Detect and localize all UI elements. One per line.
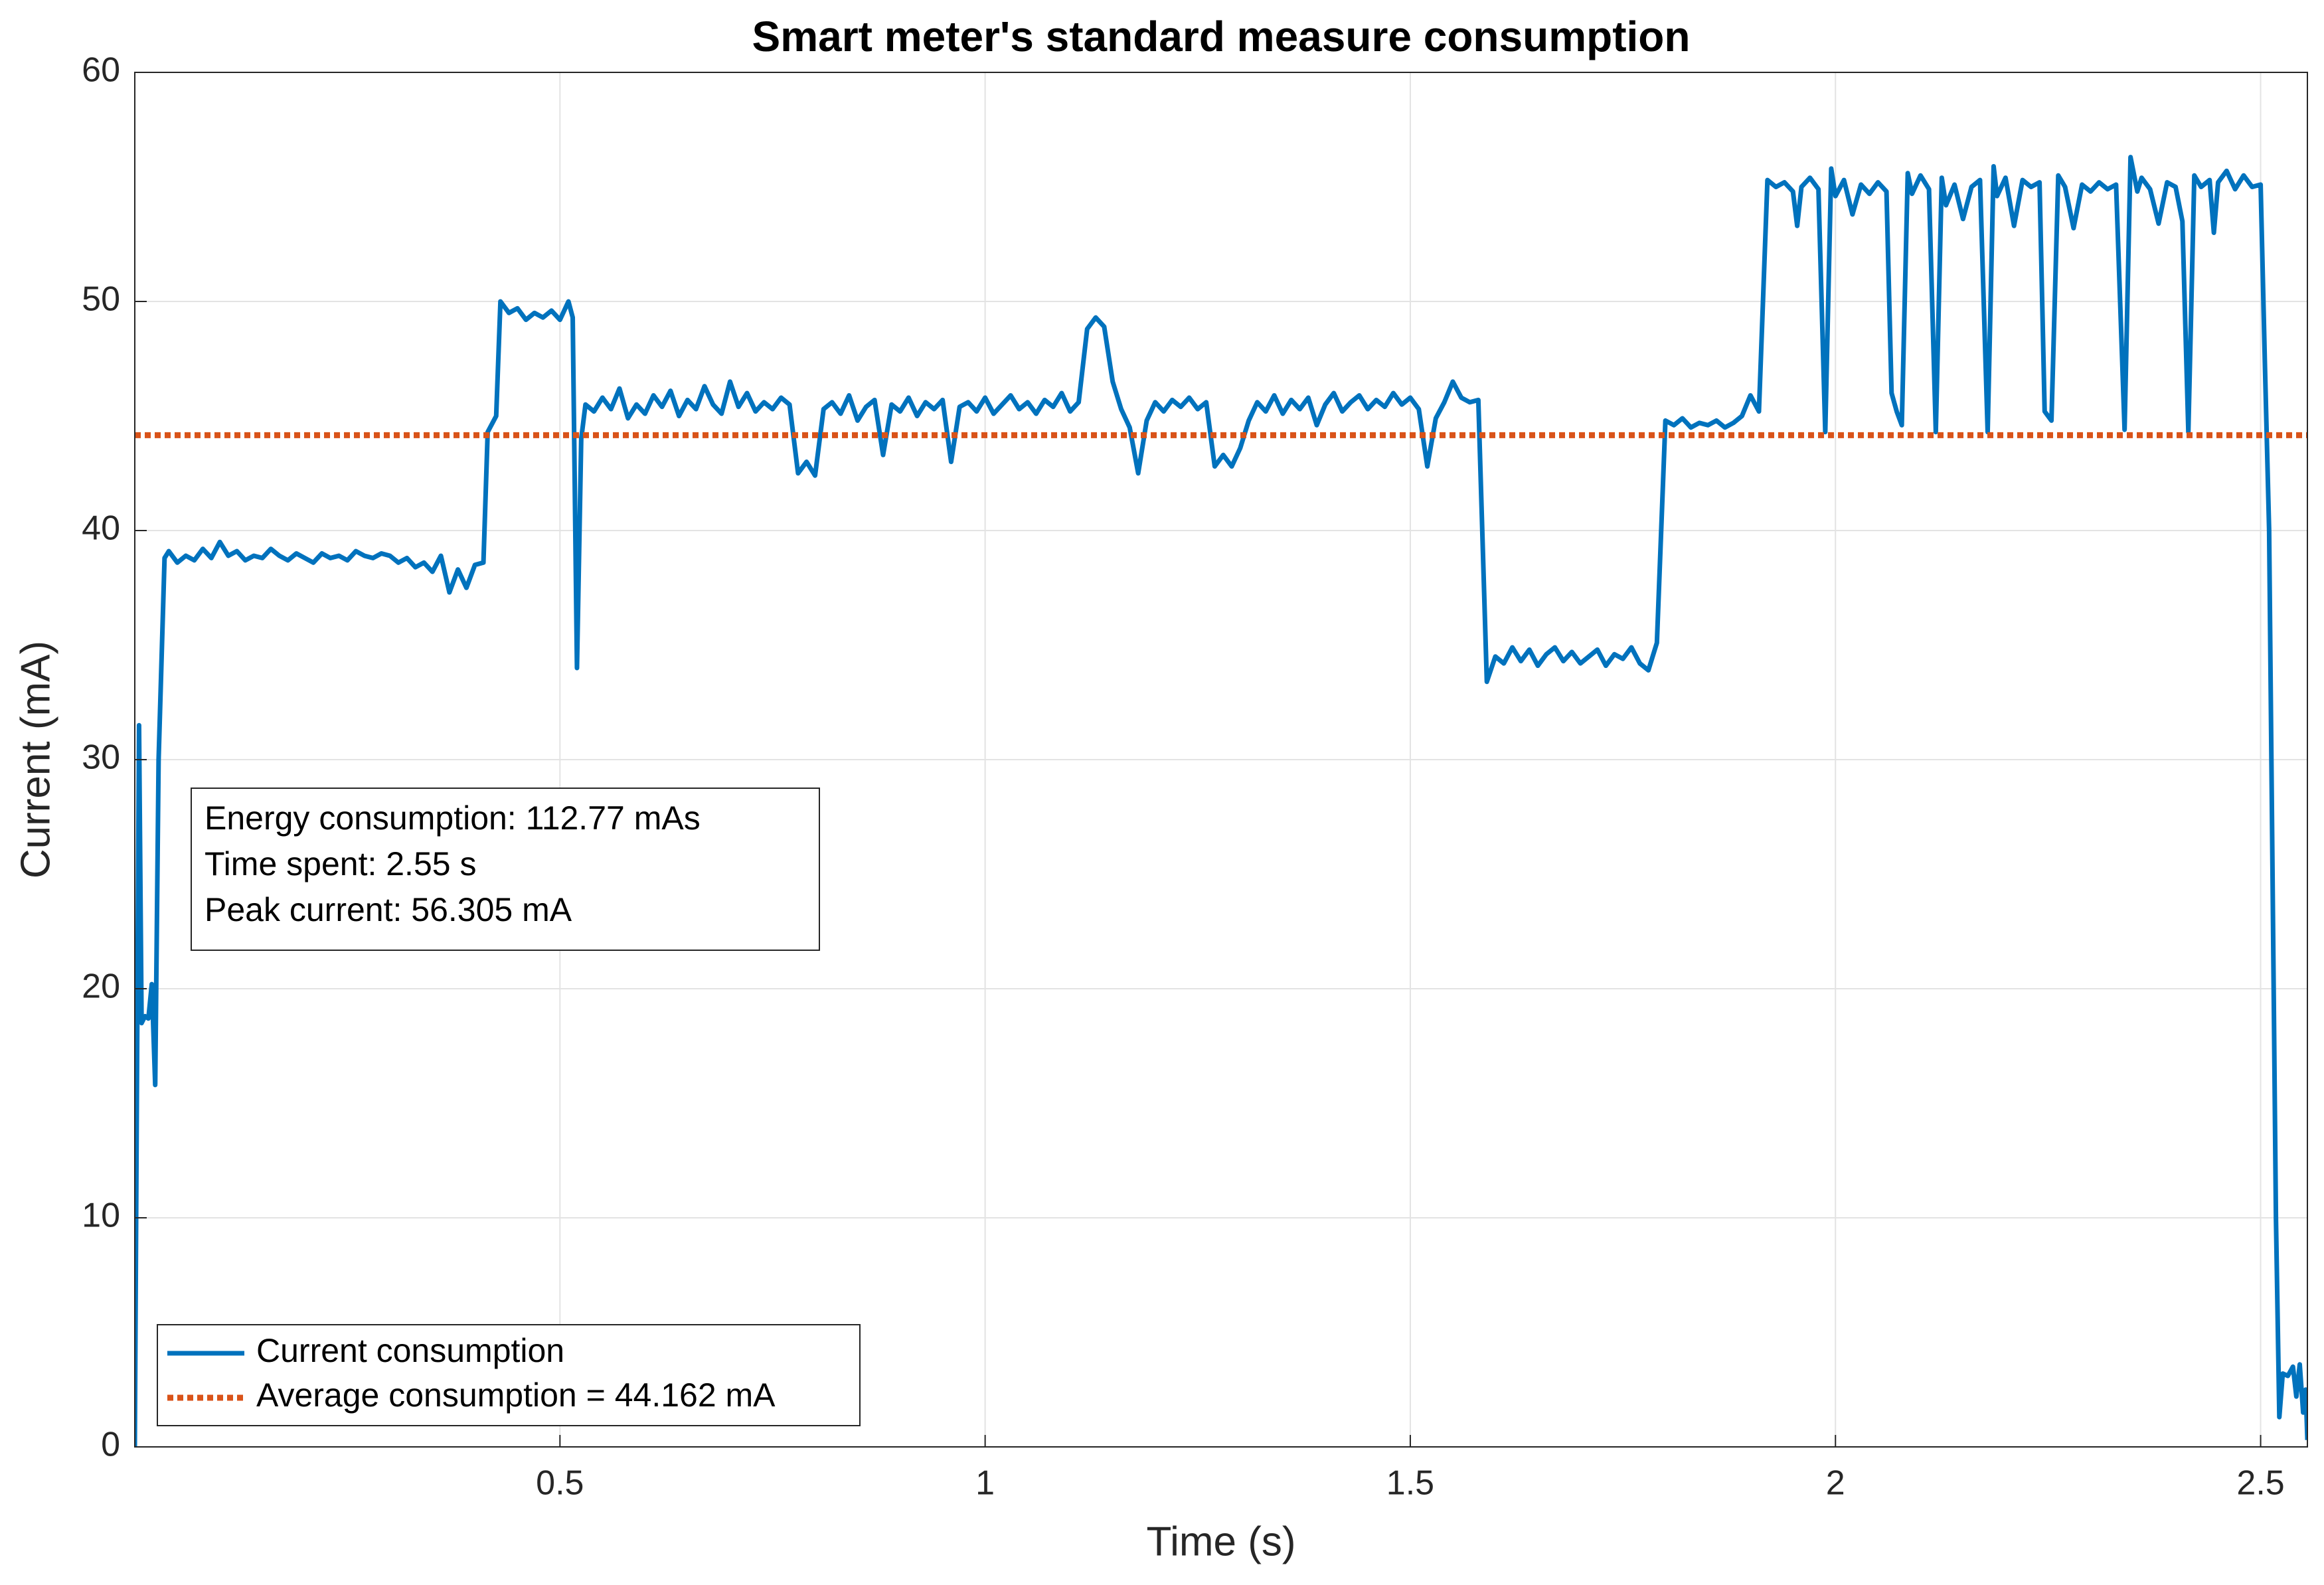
y-tick-label: 10 bbox=[82, 1197, 120, 1235]
y-axis-label: Current (mA) bbox=[13, 641, 58, 878]
ticks: 0 10 20 30 40 50 60 0.5 1 1.5 2 2.5 bbox=[82, 51, 2285, 1503]
y-tick-label: 50 bbox=[82, 280, 120, 319]
legend-label: Current consumption bbox=[256, 1332, 564, 1369]
series-line bbox=[135, 155, 2307, 1447]
x-tick-label: 2 bbox=[1826, 1464, 1845, 1503]
x-axis-label: Time (s) bbox=[1147, 1519, 1296, 1564]
annotation-line: Time spent: 2.55 s bbox=[205, 845, 476, 882]
chart-title: Smart meter's standard measure consumpti… bbox=[752, 13, 1691, 60]
legend-label: Average consumption = 44.162 mA bbox=[256, 1376, 776, 1414]
annotation-line: Energy consumption: 112.77 mAs bbox=[205, 799, 701, 837]
x-tick-label: 0.5 bbox=[536, 1464, 584, 1503]
legend-frame bbox=[157, 1324, 861, 1426]
plot-lines bbox=[135, 155, 2307, 1447]
y-tick-label: 30 bbox=[82, 738, 120, 777]
x-tick-label: 1 bbox=[975, 1464, 995, 1503]
annotation-frame bbox=[191, 788, 820, 951]
annotation-box: Energy consumption: 112.77 mAs Time spent… bbox=[191, 788, 820, 951]
y-tick-label: 0 bbox=[101, 1426, 120, 1464]
x-tick-label: 1.5 bbox=[1386, 1464, 1434, 1503]
grid bbox=[135, 72, 2307, 1448]
y-tick-label: 60 bbox=[82, 51, 120, 90]
x-tick-label: 2.5 bbox=[2236, 1464, 2284, 1503]
legend: Current consumption Average consumption =… bbox=[157, 1324, 861, 1426]
y-tick-label: 40 bbox=[82, 509, 120, 548]
y-tick-label: 20 bbox=[82, 967, 120, 1006]
annotation-line: Peak current: 56.305 mA bbox=[205, 891, 572, 928]
